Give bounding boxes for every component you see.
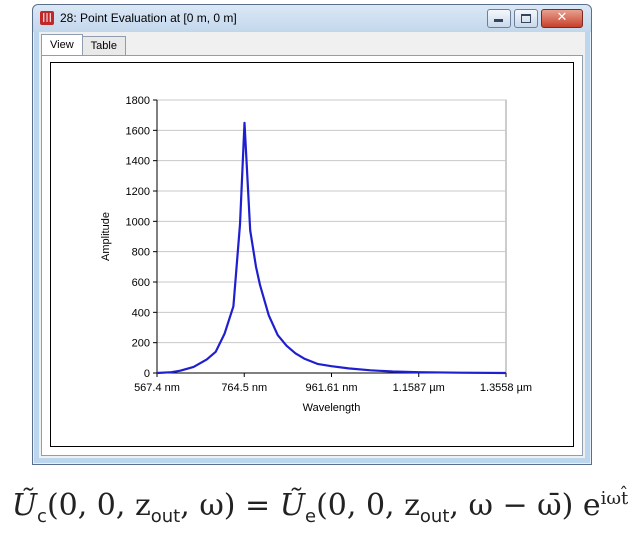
amplitude-series-line — [156, 121, 507, 375]
formula-lhs-args: (0, 0, z — [46, 488, 151, 523]
y-tick-label: 1400 — [126, 156, 150, 168]
formula-rhs-sub: e — [305, 506, 317, 527]
close-button[interactable]: ✕ — [541, 9, 583, 28]
window-content: View Table 0 200 400 600 800 1000 1200 1400 1600… — [39, 32, 585, 458]
y-tick-label: 1000 — [126, 216, 150, 228]
formula-rhs-zsub: out — [419, 506, 450, 527]
point-evaluation-window: ||| 28: Point Evaluation at [0 m, 0 m] ✕… — [32, 4, 592, 465]
tab-strip: View Table — [41, 34, 126, 58]
y-tick-label: 1200 — [126, 186, 150, 198]
y-axis-label: Amplitude — [100, 212, 112, 261]
x-tick-label: 764.5 nm — [221, 382, 267, 394]
y-tick-label: 400 — [132, 307, 150, 319]
x-tick-label: 567.4 nm — [134, 382, 180, 394]
formula-rhs-func: Ũ — [279, 488, 305, 523]
app-icon: ||| — [40, 11, 54, 25]
x-tick-label: 961.61 nm — [306, 382, 358, 394]
formula-lhs-sub: c — [37, 506, 47, 527]
formula-lhs-zsub: out — [150, 506, 181, 527]
y-tick-label: 600 — [132, 277, 150, 289]
x-tick-label: 1.3558 µm — [480, 382, 532, 394]
x-axis-label: Wavelength — [303, 402, 361, 414]
window-controls: ✕ — [487, 9, 583, 28]
y-tick-label: 1600 — [126, 125, 150, 137]
y-tick-label: 0 — [144, 368, 150, 380]
x-tick-label: 1.1587 µm — [393, 382, 445, 394]
formula-rhs-args: (0, 0, z — [316, 488, 420, 523]
y-tick-label: 200 — [132, 338, 150, 350]
title-bar[interactable]: ||| 28: Point Evaluation at [0 m, 0 m] ✕ — [33, 5, 591, 32]
plot-frame: 0 200 400 600 800 1000 1200 1400 1600 1800 567.4 n… — [50, 62, 574, 447]
amplitude-chart: 0 200 400 600 800 1000 1200 1400 1600 1800 567.4 n… — [100, 95, 532, 414]
formula: Ũc(0, 0, zout, ω) = Ũe(0, 0, zout, ω − ω… — [0, 488, 640, 527]
y-tick-label: 1800 — [126, 95, 150, 107]
tab-view[interactable]: View — [41, 34, 83, 58]
formula-lhs-tail: , ω) = — [180, 488, 280, 523]
y-tick-label: 800 — [132, 247, 150, 259]
maximize-button[interactable] — [514, 9, 538, 28]
formula-rhs-tail: , ω − ω̄) e — [449, 488, 601, 523]
tab-table[interactable]: Table — [81, 36, 126, 57]
formula-lhs-func: Ũ — [11, 488, 38, 523]
formula-exponent: iωt̂ — [600, 488, 629, 509]
minimize-button[interactable] — [487, 9, 511, 28]
window-title: 28: Point Evaluation at [0 m, 0 m] — [60, 11, 237, 25]
maximize-icon — [521, 14, 531, 23]
view-panel: 0 200 400 600 800 1000 1200 1400 1600 1800 567.4 n… — [41, 55, 583, 456]
close-icon: ✕ — [556, 10, 568, 25]
plot-area — [156, 99, 507, 374]
minimize-icon — [494, 19, 503, 22]
